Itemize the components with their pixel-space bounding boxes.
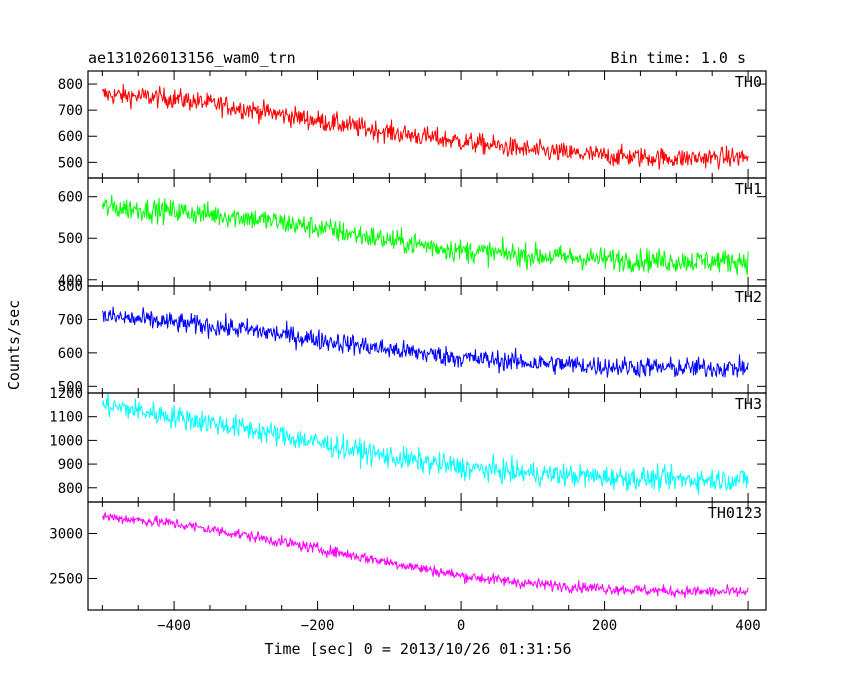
y-tick-label: 900 [58,457,83,473]
y-tick-label: 800 [58,481,83,497]
y-tick-label: 1200 [49,386,83,402]
y-tick-label: 400 [58,273,83,289]
y-tick-label: 3000 [49,527,83,543]
panel-frame-th1 [87,177,767,287]
panels-group: 500 600 700 800 TH0 400 500 600 TH1 500 600 700 800 T… [49,70,767,634]
panel-label-th0: TH0 [735,73,762,91]
series-line-th3 [101,393,749,495]
chart-title-right: Bin time: 1.0 s [611,49,746,67]
y-axis-label: Counts/sec [5,300,23,390]
y-tick-label: 600 [58,346,83,362]
y-tick-label: 600 [58,129,83,145]
x-tick-label: 400 [735,618,760,634]
panel-label-th3: TH3 [735,395,762,413]
y-tick-label: 700 [58,103,83,119]
series-line-th0 [101,83,749,170]
y-tick-label: 700 [58,312,83,328]
y-tick-label: 500 [58,231,83,247]
panel-frame-th2 [87,285,767,394]
x-tick-label: 0 [457,618,465,634]
y-tick-label: 500 [58,379,83,395]
y-tick-label: 600 [58,190,83,206]
panel-frame-th0123 [87,501,767,611]
y-tick-label: 1000 [49,433,83,449]
series-line-th1 [101,194,749,276]
panel-label-th2: TH2 [735,288,762,306]
y-tick-label: 1100 [49,410,83,426]
series-line-th2 [101,306,749,379]
panel-label-th0123: TH0123 [708,504,762,522]
panel-frame-th3 [87,392,767,503]
y-tick-label: 2500 [49,572,83,588]
series-line-th0123 [101,510,749,599]
x-tick-label: 200 [592,618,617,634]
y-tick-label: 500 [58,155,83,171]
panel-frame-th0 [87,70,767,179]
x-tick-label: −400 [157,618,191,634]
panel-label-th1: TH1 [735,180,762,198]
y-tick-label: 800 [58,279,83,295]
x-axis-label: Time [sec] 0 = 2013/10/26 01:31:56 [264,640,571,658]
y-tick-label: 800 [58,77,83,93]
x-tick-label: −200 [301,618,335,634]
chart-title-left: ae131026013156_wam0_trn [88,49,296,67]
